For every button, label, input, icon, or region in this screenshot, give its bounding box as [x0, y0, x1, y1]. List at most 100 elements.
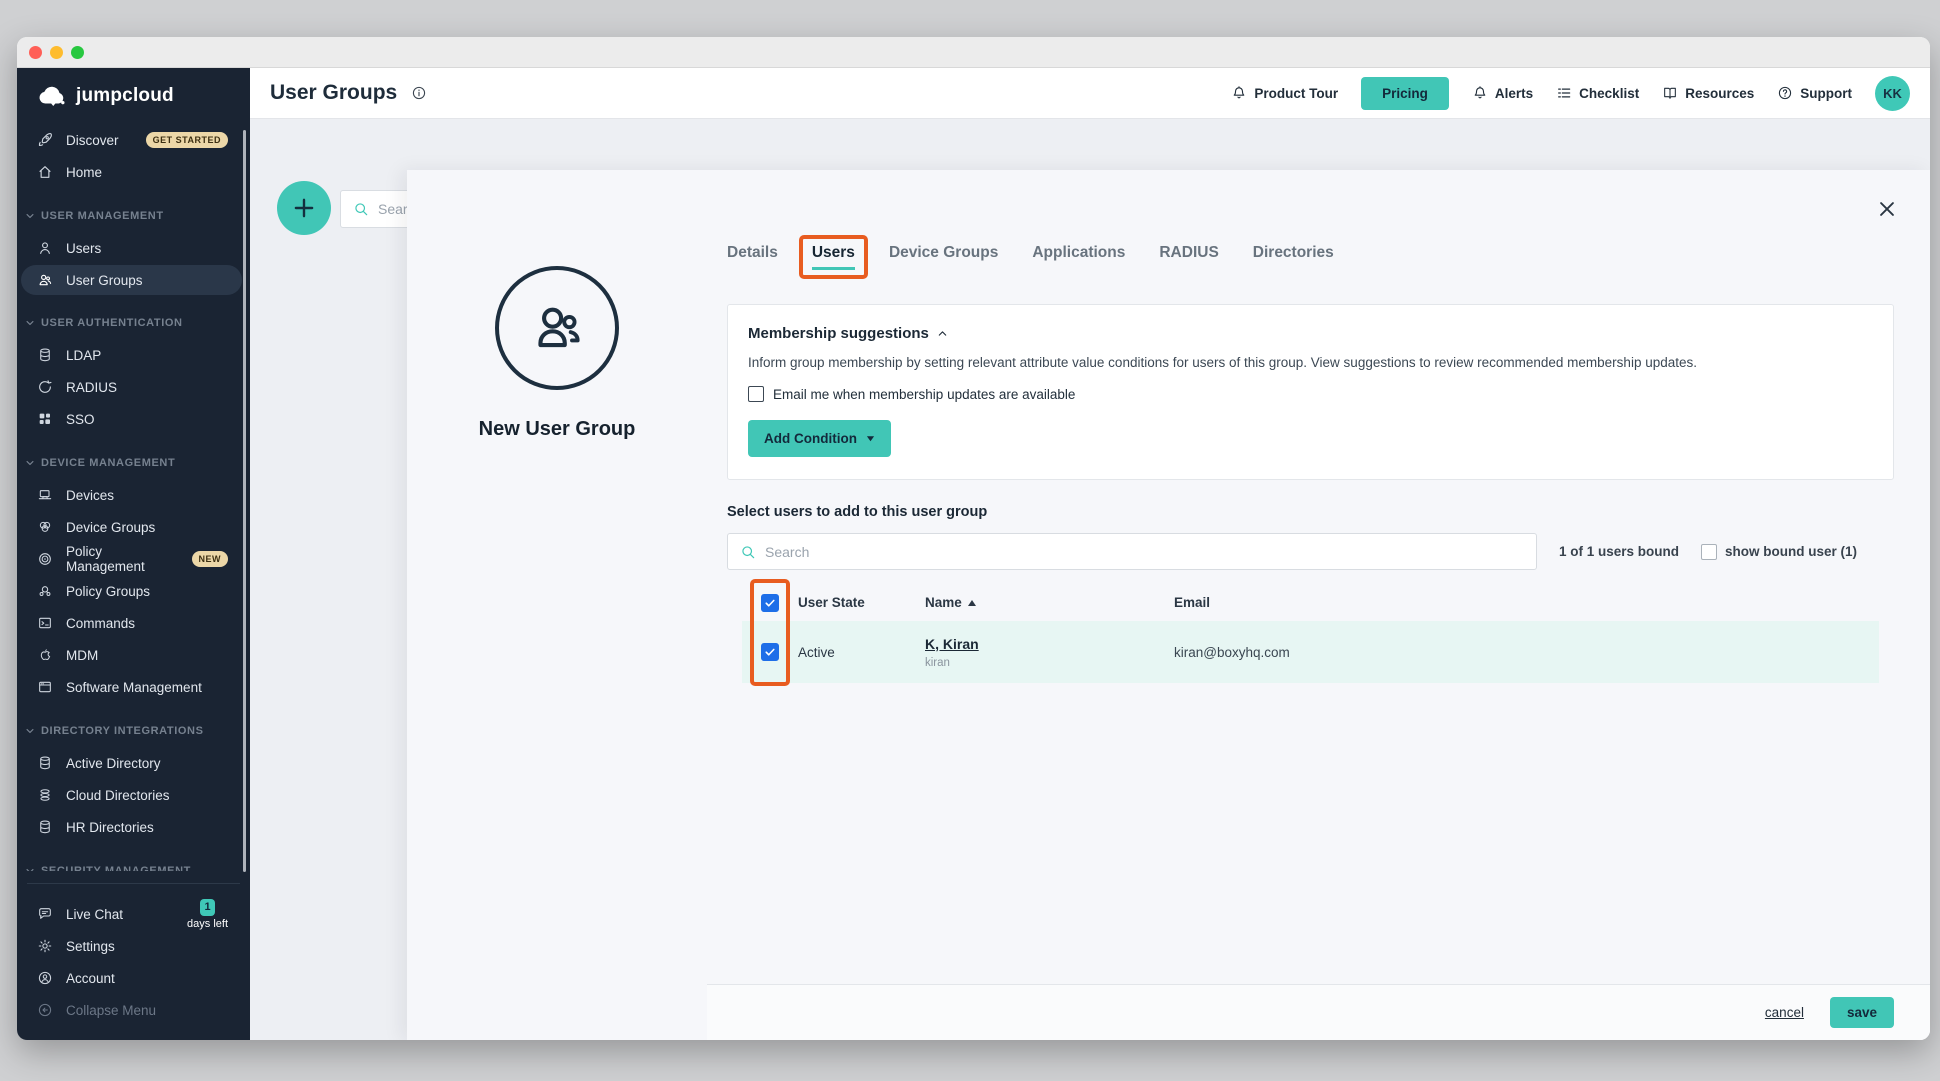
sidebar-item-label: User Groups	[66, 272, 143, 288]
section-device-management[interactable]: DEVICE MANAGEMENT	[17, 447, 250, 479]
sidebar-item-sso[interactable]: SSO	[17, 403, 250, 435]
section-user-management[interactable]: USER MANAGEMENT	[17, 200, 250, 232]
row-checkbox[interactable]	[761, 643, 779, 661]
bell-icon	[1472, 85, 1488, 101]
rocket-icon	[37, 132, 53, 148]
users-search-box[interactable]	[727, 533, 1537, 570]
sidebar-item-account[interactable]: Account	[17, 962, 250, 994]
save-button[interactable]: save	[1829, 997, 1894, 1028]
cloud-logo-icon	[37, 85, 67, 107]
sidebar-item-label: Home	[66, 164, 103, 180]
checklist-button[interactable]: Checklist	[1556, 85, 1639, 101]
new-badge: NEW	[191, 551, 228, 567]
sidebar-item-commands[interactable]: Commands	[17, 607, 250, 639]
page-header: User Groups Product Tour Pricing Alerts	[250, 68, 1930, 119]
sidebar-item-label: HR Directories	[66, 819, 154, 835]
window-close-button[interactable]	[29, 45, 42, 59]
chevron-down-icon	[25, 458, 35, 468]
sidebar-item-user-groups[interactable]: User Groups	[21, 265, 242, 295]
close-drawer-button[interactable]	[1876, 198, 1900, 222]
sidebar-footer: Live Chat 1 days left Settings Account	[17, 884, 250, 1026]
database-icon	[37, 347, 53, 363]
user-name-link[interactable]: K, Kiran	[925, 635, 979, 652]
window-minimize-button[interactable]	[50, 45, 63, 59]
sidebar-item-cloud-directories[interactable]: Cloud Directories	[17, 779, 250, 811]
sidebar-item-label: RADIUS	[66, 379, 118, 395]
sidebar-item-live-chat[interactable]: Live Chat 1 days left	[17, 898, 250, 930]
chat-icon	[37, 906, 53, 922]
window-zoom-button[interactable]	[71, 45, 84, 59]
avatar[interactable]: KK	[1875, 75, 1910, 111]
tab-users[interactable]: Users	[798, 235, 868, 279]
sidebar-item-policy-management[interactable]: Policy Management NEW	[17, 543, 250, 575]
pricing-button[interactable]: Pricing	[1361, 76, 1449, 110]
show-bound-user-checkbox[interactable]	[1701, 543, 1718, 560]
alerts-button[interactable]: Alerts	[1472, 85, 1533, 101]
sidebar-item-policy-groups[interactable]: Policy Groups	[17, 575, 250, 607]
account-icon	[37, 970, 53, 986]
section-user-authentication[interactable]: USER AUTHENTICATION	[17, 307, 250, 339]
users-search-input[interactable]	[765, 543, 1524, 560]
chevron-down-icon	[25, 211, 35, 221]
sidebar-item-home[interactable]: Home	[17, 156, 250, 188]
resources-button[interactable]: Resources	[1662, 85, 1754, 101]
info-icon[interactable]	[411, 85, 427, 101]
venn-icon	[37, 519, 53, 535]
sidebar-item-hr-directories[interactable]: HR Directories	[17, 811, 250, 843]
sidebar-item-label: Active Directory	[66, 755, 161, 771]
sort-ascending-icon	[967, 599, 976, 606]
membership-suggestions-toggle[interactable]: Membership suggestions	[748, 325, 1873, 342]
add-user-group-button[interactable]	[277, 181, 331, 235]
user-email-cell: kiran@boxyhq.com	[1174, 644, 1290, 660]
section-security-management[interactable]: SECURITY MANAGEMENT	[17, 855, 250, 871]
drawer-pane: Details Users Device Groups Applications…	[707, 170, 1930, 984]
section-directory-integrations[interactable]: DIRECTORY INTEGRATIONS	[17, 715, 250, 747]
sidebar-item-discover[interactable]: Discover GET STARTED	[17, 124, 250, 156]
table-header-row: User State Name Email	[742, 584, 1879, 621]
sidebar-item-collapse-menu[interactable]: Collapse Menu	[17, 994, 250, 1026]
sidebar-item-devices[interactable]: Devices	[17, 479, 250, 511]
sidebar-item-mdm[interactable]: MDM	[17, 639, 250, 671]
cancel-button[interactable]: cancel	[1764, 1005, 1804, 1020]
page-title: User Groups	[270, 81, 398, 104]
terminal-icon	[37, 615, 53, 631]
sidebar-item-software-management[interactable]: Software Management	[17, 671, 250, 703]
tab-device-groups[interactable]: Device Groups	[888, 244, 999, 261]
sidebar-item-active-directory[interactable]: Active Directory	[17, 747, 250, 779]
sidebar-item-label: Device Groups	[66, 519, 156, 535]
users-group-icon	[37, 272, 53, 288]
select-all-checkbox[interactable]	[761, 593, 779, 612]
get-started-badge: GET STARTED	[145, 132, 228, 148]
sidebar-item-settings[interactable]: Settings	[17, 930, 250, 962]
product-tour-button[interactable]: Product Tour	[1231, 85, 1338, 101]
sidebar-item-users[interactable]: Users	[17, 232, 250, 264]
trial-countdown: 1 days left	[187, 898, 228, 930]
email-updates-option[interactable]: Email me when membership updates are ava…	[748, 386, 1873, 402]
add-condition-button[interactable]: Add Condition	[748, 420, 891, 457]
table-row[interactable]: Active K, Kiran kiran kiran@boxyhq.com	[742, 621, 1879, 683]
window-titlebar	[17, 37, 1930, 68]
tab-radius[interactable]: RADIUS	[1159, 244, 1219, 261]
tab-details[interactable]: Details	[727, 244, 778, 261]
column-header-name[interactable]: Name	[925, 595, 1174, 610]
sidebar-item-ldap[interactable]: LDAP	[17, 339, 250, 371]
target-icon	[37, 551, 53, 567]
collapse-arrow-icon	[37, 1002, 53, 1018]
users-table: User State Name Email	[742, 579, 1879, 686]
email-updates-checkbox[interactable]	[748, 386, 764, 402]
support-button[interactable]: Support	[1777, 85, 1852, 101]
new-user-group-drawer: New User Group Details	[407, 170, 1930, 1040]
main-area: User Groups Product Tour Pricing Alerts	[250, 68, 1930, 1040]
show-bound-user-option[interactable]: show bound user (1)	[1701, 543, 1857, 560]
tab-applications[interactable]: Applications	[1032, 244, 1126, 261]
sidebar-item-device-groups[interactable]: Device Groups	[17, 511, 250, 543]
sidebar-scrollbar[interactable]	[243, 130, 246, 872]
user-icon	[37, 240, 53, 256]
sidebar-item-radius[interactable]: RADIUS	[17, 371, 250, 403]
select-users-heading: Select users to add to this user group	[727, 504, 988, 520]
tab-directories[interactable]: Directories	[1252, 244, 1334, 261]
sidebar-item-label: Collapse Menu	[66, 1002, 157, 1018]
column-header-email[interactable]: Email	[1174, 595, 1211, 610]
column-header-user-state[interactable]: User State	[798, 595, 865, 610]
caret-down-icon	[866, 434, 875, 443]
